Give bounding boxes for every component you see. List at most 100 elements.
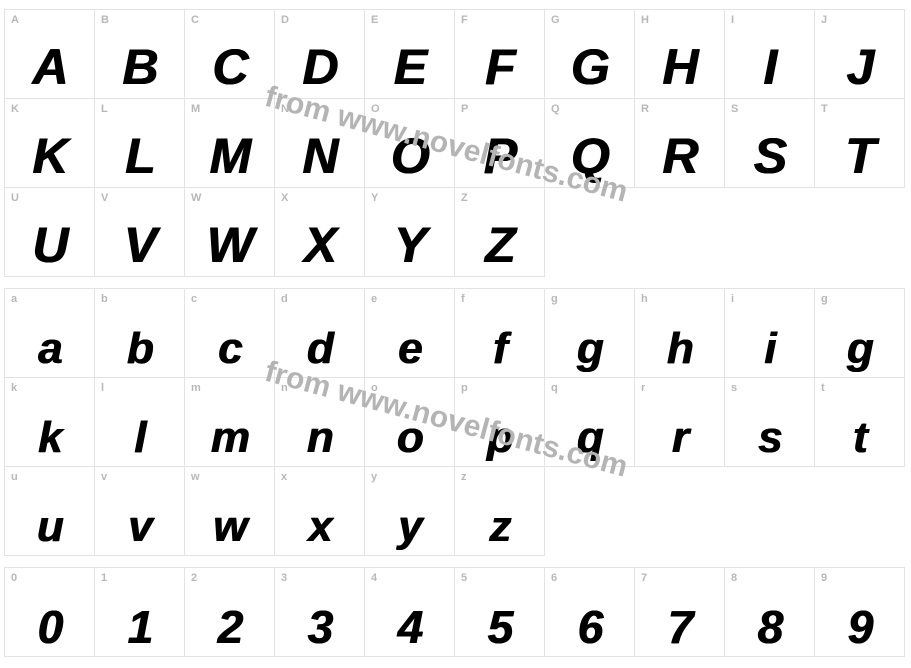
- glyph: D: [302, 42, 336, 92]
- glyph: i: [764, 327, 774, 371]
- cell-label: 1: [101, 572, 107, 584]
- glyph: e: [398, 327, 420, 371]
- cell-label: m: [191, 382, 201, 394]
- glyph: S: [754, 131, 785, 181]
- cell-label: r: [641, 382, 645, 394]
- cell-label: M: [191, 103, 200, 115]
- glyph: A: [32, 42, 66, 92]
- glyph-cell: hh: [634, 288, 725, 378]
- glyph: x: [308, 505, 330, 549]
- glyph: H: [662, 42, 696, 92]
- glyph-cell: gg: [544, 288, 635, 378]
- cell-label: Z: [461, 192, 468, 204]
- glyph: X: [304, 220, 335, 270]
- glyph: Y: [394, 220, 425, 270]
- glyph-cell: JJ: [814, 9, 905, 99]
- glyph-cell: kk: [4, 377, 95, 467]
- glyph: U: [32, 220, 66, 270]
- glyph-cell: 44: [364, 567, 455, 657]
- glyph-cell: DD: [274, 9, 365, 99]
- cell-label: l: [101, 382, 104, 394]
- cell-label: u: [11, 471, 18, 483]
- cell-label: E: [371, 14, 378, 26]
- glyph-cell: TT: [814, 98, 905, 188]
- glyph-cell: QQ: [544, 98, 635, 188]
- cell-label: t: [821, 382, 825, 394]
- glyph-cell: xx: [274, 466, 365, 556]
- cell-label: X: [281, 192, 288, 204]
- cell-label: L: [101, 103, 108, 115]
- cell-label: z: [461, 471, 467, 483]
- glyph: T: [845, 131, 874, 181]
- glyph-cell: uu: [4, 466, 95, 556]
- glyph: g: [577, 327, 602, 371]
- glyph: 3: [308, 604, 332, 650]
- cell-label: x: [281, 471, 287, 483]
- glyph: p: [487, 416, 512, 460]
- glyph-cell: 00: [4, 567, 95, 657]
- glyph-cell: cc: [184, 288, 275, 378]
- cell-label: i: [731, 293, 734, 305]
- cell-label: e: [371, 293, 377, 305]
- glyph-cell: RR: [634, 98, 725, 188]
- glyph: h: [667, 327, 692, 371]
- glyph: k: [38, 416, 60, 460]
- glyph: Q: [571, 131, 608, 181]
- glyph: 7: [668, 604, 692, 650]
- glyph-cell: pp: [454, 377, 545, 467]
- glyph: d: [307, 327, 332, 371]
- glyph: W: [207, 220, 252, 270]
- glyph-cell: bb: [94, 288, 185, 378]
- glyph-cell: ee: [364, 288, 455, 378]
- cell-label: 5: [461, 572, 467, 584]
- cell-label: N: [281, 103, 289, 115]
- cell-label: C: [191, 14, 199, 26]
- cell-label: S: [731, 103, 738, 115]
- glyph-cell: EE: [364, 9, 455, 99]
- glyph: t: [853, 416, 866, 460]
- glyph: B: [122, 42, 156, 92]
- glyph-cell: CC: [184, 9, 275, 99]
- glyph-cell: KK: [4, 98, 95, 188]
- glyph-cell: ss: [724, 377, 815, 467]
- glyph-cell: gg: [814, 288, 905, 378]
- cell-label: B: [101, 14, 109, 26]
- cell-label: 0: [11, 572, 17, 584]
- glyph: q: [577, 416, 602, 460]
- glyph-cell: SS: [724, 98, 815, 188]
- cell-label: 2: [191, 572, 197, 584]
- glyph-cell: FF: [454, 9, 545, 99]
- glyph: 4: [398, 604, 422, 650]
- cell-label: 3: [281, 572, 287, 584]
- cell-label: n: [281, 382, 288, 394]
- glyph-cell: XX: [274, 187, 365, 277]
- cell-label: Y: [371, 192, 378, 204]
- glyph: 8: [758, 604, 782, 650]
- glyph-cell: VV: [94, 187, 185, 277]
- glyph-cell: dd: [274, 288, 365, 378]
- cell-label: W: [191, 192, 201, 204]
- glyph: s: [758, 416, 780, 460]
- glyph: y: [398, 505, 420, 549]
- glyph: 9: [848, 604, 872, 650]
- glyph: g: [847, 327, 872, 371]
- cell-label: v: [101, 471, 107, 483]
- cell-label: y: [371, 471, 377, 483]
- glyph: w: [213, 505, 245, 549]
- cell-label: g: [821, 293, 828, 305]
- cell-label: J: [821, 14, 827, 26]
- cell-label: D: [281, 14, 289, 26]
- cell-label: V: [101, 192, 108, 204]
- glyph: u: [37, 505, 62, 549]
- glyph: 0: [38, 604, 62, 650]
- glyph: I: [764, 42, 776, 92]
- cell-label: Q: [551, 103, 560, 115]
- cell-label: I: [731, 14, 734, 26]
- cell-label: F: [461, 14, 468, 26]
- glyph-cell: MM: [184, 98, 275, 188]
- cell-label: w: [191, 471, 200, 483]
- cell-label: 9: [821, 572, 827, 584]
- glyph-cell: zz: [454, 466, 545, 556]
- cell-label: d: [281, 293, 288, 305]
- glyph: 6: [578, 604, 602, 650]
